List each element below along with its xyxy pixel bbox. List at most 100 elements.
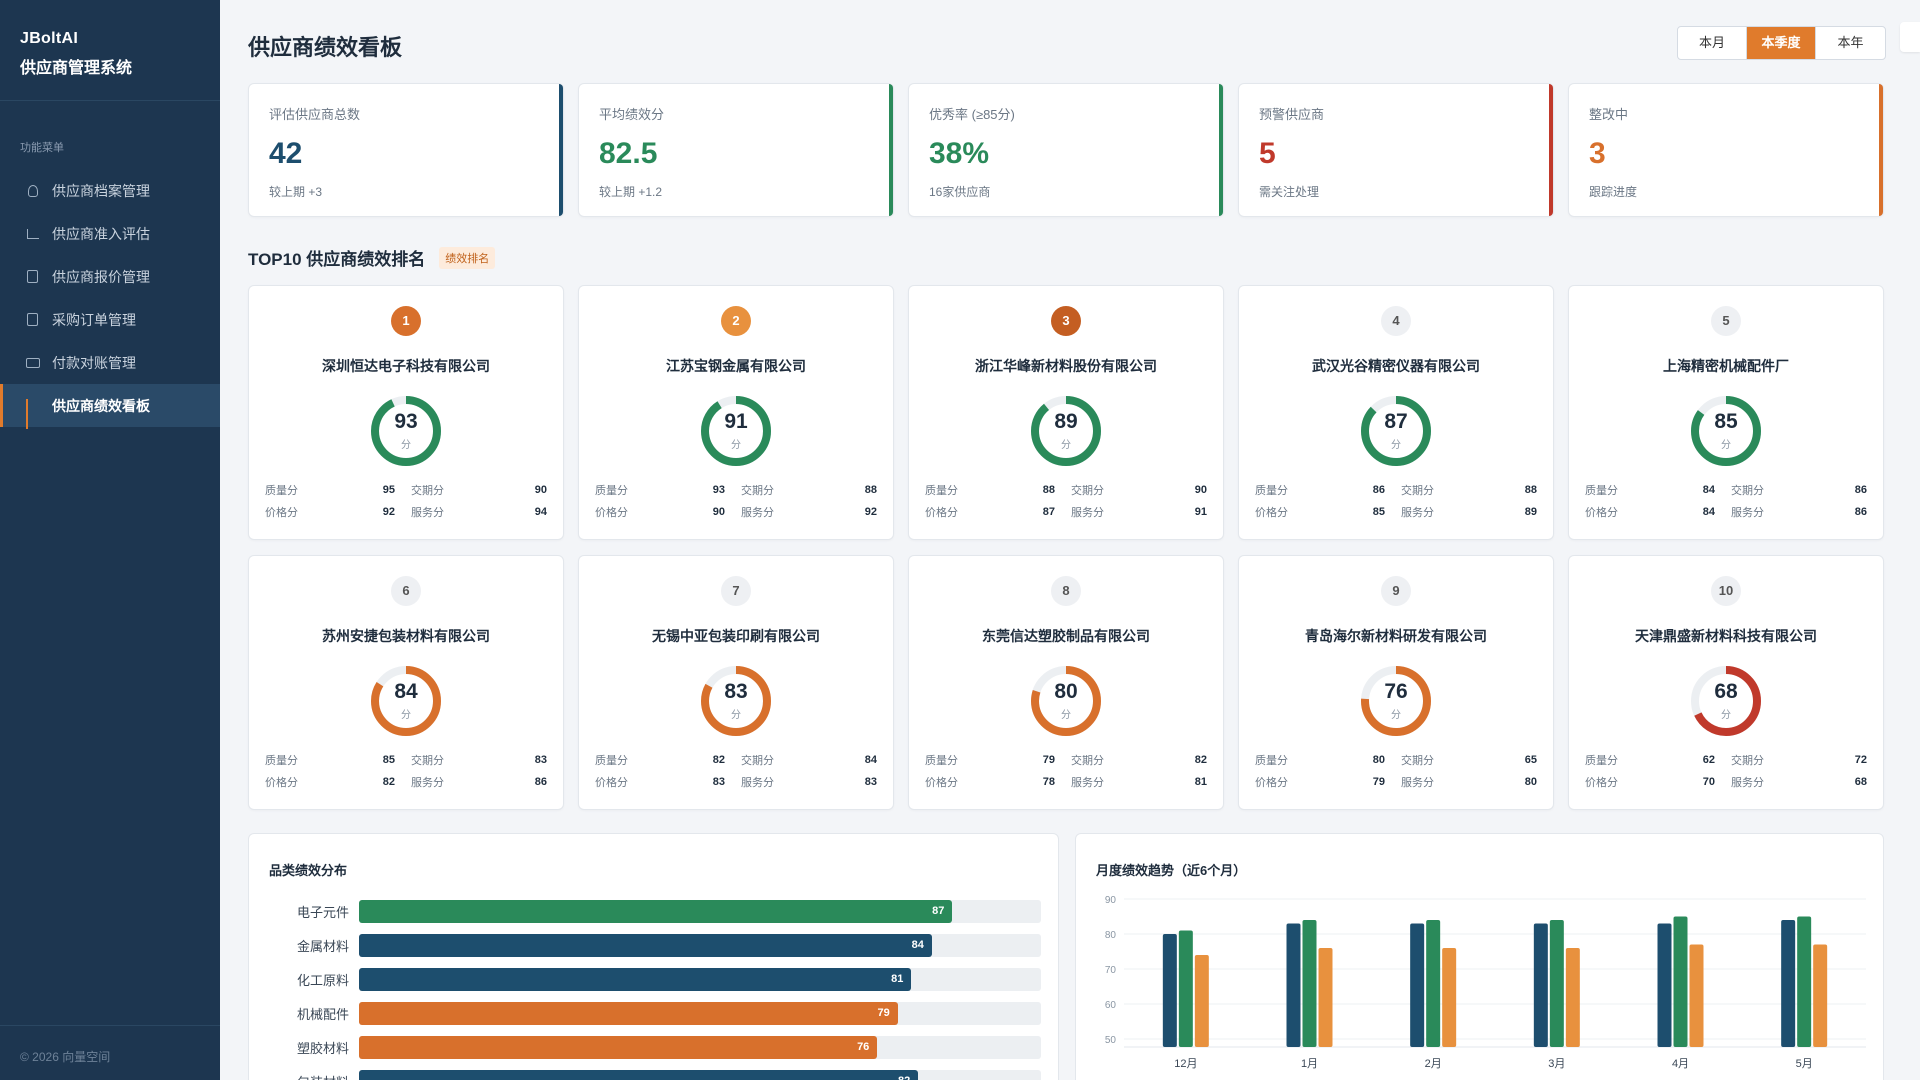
sidebar-item-supplier-admission[interactable]: 供应商准入评估 [0,212,220,255]
metrics: 质量分 84 交期分 86 价格分 84 服务分 86 [1585,479,1867,523]
sidebar-item-payment-reconcile[interactable]: 付款对账管理 [0,341,220,384]
service-value: 92 [864,506,877,518]
price-label: 价格分 [1585,777,1618,789]
ranking-title: TOP10 供应商绩效排名 [248,250,426,269]
trend-bar [1442,948,1457,1047]
category-bar-track: 79 [359,1001,1041,1025]
y-tick-label: 70 [1105,965,1117,976]
delivery-value: 86 [1854,484,1867,496]
score-ring: 87 分 [1359,394,1433,468]
delivery-value: 88 [864,484,877,496]
service-label: 服务分 [741,507,774,519]
supplier-card[interactable]: 2 江苏宝钢金属有限公司 91 分质量分 93 交期分 88 价格分 90 服务分 92 [578,285,894,540]
score-unit: 分 [731,710,741,721]
quality-label: 质量分 [925,485,958,497]
supplier-card[interactable]: 9 青岛海尔新材料研发有限公司 76 分质量分 80 交期分 65 价格分 79 服务分 80 [1238,555,1554,810]
category-bar-track: 81 [359,967,1041,991]
kpi-card: 整改中 3 跟踪进度 [1568,83,1884,217]
service-label: 服务分 [1731,777,1764,789]
kpi-card: 平均绩效分 82.5 较上期 +1.2 [578,83,894,217]
kpi-label: 平均绩效分 [599,107,665,122]
price-value: 87 [1042,506,1055,518]
sidebar-item-label: 供应商绩效看板 [52,397,150,414]
rank-badge: 10 [1711,576,1741,606]
period-quarter-button[interactable]: 本季度 [1747,27,1816,59]
rank-badge: 4 [1381,306,1411,336]
supplier-card[interactable]: 8 东莞信达塑胶制品有限公司 80 分质量分 79 交期分 82 价格分 78 服务分 81 [908,555,1224,810]
delivery-label: 交期分 [741,755,774,767]
rank-badge: 2 [721,306,751,336]
trend-bar [1565,948,1580,1047]
delivery-label: 交期分 [1731,485,1764,497]
order-doc-icon [26,312,40,327]
kpi-label: 评估供应商总数 [269,107,361,122]
delivery-label: 交期分 [1731,755,1764,767]
delivery-value: 90 [1194,484,1207,496]
scrollbar[interactable] [1900,22,1920,52]
kpi-accent [1549,84,1553,216]
supplier-card[interactable]: 1 深圳恒达电子科技有限公司 93 分质量分 95 交期分 90 价格分 92 服务分 94 [248,285,564,540]
supplier-card[interactable]: 6 苏州安捷包装材料有限公司 84 分质量分 85 交期分 83 价格分 82 服务分 86 [248,555,564,810]
supplier-name: 天津鼎盛新材料科技有限公司 [1635,628,1817,644]
rank-badge: 8 [1051,576,1081,606]
trend-bar [1533,923,1548,1047]
period-month-button[interactable]: 本月 [1678,27,1747,59]
period-year-button[interactable]: 本年 [1837,35,1864,50]
quality-value: 84 [1702,484,1715,496]
score-ring: 68 分 [1689,664,1763,738]
kpi-card: 预警供应商 5 需关注处理 [1238,83,1554,217]
metrics: 质量分 93 交期分 88 价格分 90 服务分 92 [595,479,877,523]
quality-label: 质量分 [925,755,958,767]
y-tick-label: 80 [1105,930,1117,941]
category-bars: 电子元件 87 金属材料 84 化工原料 81 机械配件 79 塑胶材料 76 包装材料82 [269,894,1041,1080]
score-unit: 分 [1721,710,1731,721]
sidebar: JBoltAI 供应商管理系统 功能菜单 供应商档案管理 供应商准入评估 供应商… [0,0,220,1080]
sidebar-item-supplier-archive[interactable]: 供应商档案管理 [0,169,220,212]
quality-value: 82 [712,754,725,766]
metrics: 质量分 86 交期分 88 价格分 85 服务分 89 [1255,479,1537,523]
supplier-name: 浙江华峰新材料股份有限公司 [975,358,1157,374]
metrics: 质量分 80 交期分 65 价格分 79 服务分 80 [1255,749,1537,793]
kpi-sub: 较上期 +1.2 [599,185,663,199]
supplier-name: 青岛海尔新材料研发有限公司 [1305,628,1487,644]
trend-bar [1162,934,1177,1047]
sidebar-item-performance-dashboard[interactable]: 供应商绩效看板 [0,384,220,429]
category-label: 化工原料 [296,972,349,988]
category-bar-track: 76 [359,1035,1041,1059]
score-value: 89 [1054,410,1078,433]
supplier-card[interactable]: 4 武汉光谷精密仪器有限公司 87 分质量分 86 交期分 88 价格分 85 服务分 89 [1238,285,1554,540]
supplier-card[interactable]: 10 天津鼎盛新材料科技有限公司 68 分质量分 62 交期分 72 价格分 70 服务分 68 [1568,555,1884,810]
trend-bar [1689,944,1704,1047]
rank-badge: 6 [391,576,421,606]
quality-label: 质量分 [1255,755,1288,767]
supplier-card[interactable]: 3 浙江华峰新材料股份有限公司 89 分质量分 88 交期分 90 价格分 87 服务分 91 [908,285,1224,540]
brand: JBoltAI 供应商管理系统 [0,0,220,101]
sidebar-item-label: 采购订单管理 [52,311,136,328]
supplier-card[interactable]: 7 无锡中亚包装印刷有限公司 83 分质量分 82 交期分 84 价格分 83 服务分 83 [578,555,894,810]
price-label: 价格分 [595,777,628,789]
kpi-value: 3 [1589,137,1606,170]
score-ring: 89 分 [1029,394,1103,468]
monthly-trend-chart: 50 60 70 80 90 12月 1月 2月 3月 4月 5月 [1105,895,1866,1070]
quality-label: 质量分 [595,485,628,497]
delivery-label: 交期分 [1071,755,1104,767]
category-bar-row: 机械配件 79 [269,996,1041,1030]
score-ring: 84 分 [369,664,443,738]
score-ring-fill [1691,666,1761,736]
trend-bar [1813,944,1828,1047]
price-value: 85 [1372,506,1385,518]
score-unit: 分 [1061,440,1071,451]
sidebar-item-purchase-order[interactable]: 采购订单管理 [0,298,220,341]
category-bar-track: 87 [359,899,1041,923]
kpi-accent [1219,84,1223,216]
checklist-icon [26,227,40,241]
service-value: 80 [1524,776,1537,788]
supplier-ranking-grid: 1 深圳恒达电子科技有限公司 93 分质量分 95 交期分 90 价格分 92 服务分 94 2 江苏宝… [248,285,1884,810]
sidebar-item-supplier-quote[interactable]: 供应商报价管理 [0,255,220,298]
supplier-card[interactable]: 5 上海精密机械配件厂 85 分质量分 84 交期分 86 价格分 84 服务分 86 [1568,285,1884,540]
x-tick-label: 5月 [1796,1058,1813,1070]
trend-bar [1673,916,1688,1047]
price-label: 价格分 [925,507,958,519]
quality-label: 质量分 [1585,755,1618,767]
supplier-name: 东莞信达塑胶制品有限公司 [982,628,1150,644]
